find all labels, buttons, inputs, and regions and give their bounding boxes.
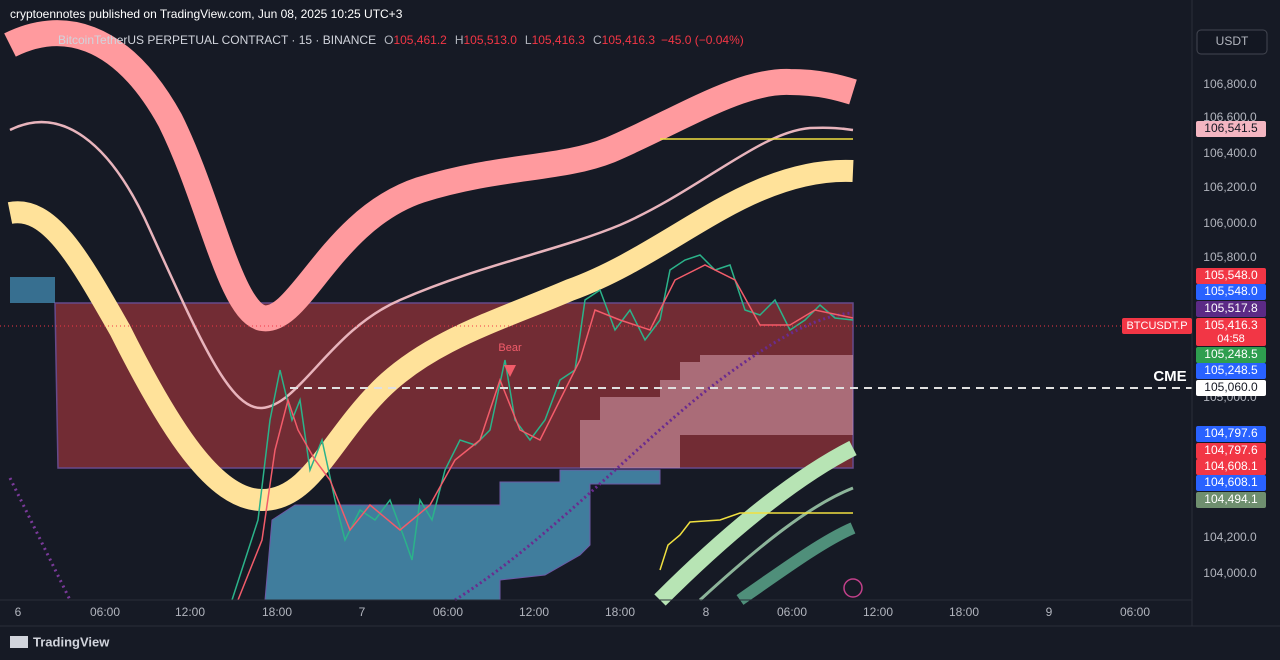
zone-box bbox=[10, 277, 55, 303]
price-label-box bbox=[1196, 363, 1266, 379]
footer-brand: TradingView bbox=[33, 634, 110, 649]
currency-box[interactable] bbox=[1196, 29, 1268, 55]
ohlc-key: H bbox=[455, 33, 464, 47]
band-pink bbox=[4, 20, 857, 332]
price-label: 105,416.3 bbox=[1204, 318, 1258, 332]
price-label-box bbox=[1196, 301, 1266, 317]
price-label-box bbox=[1196, 268, 1266, 284]
ohlc-key: O bbox=[384, 33, 393, 47]
price-label: 104,608.1 bbox=[1204, 475, 1258, 489]
price-label: 105,548.0 bbox=[1204, 268, 1258, 282]
time-tick: 7 bbox=[359, 605, 366, 619]
bear-marker bbox=[504, 365, 516, 377]
price-tick: 105,800.0 bbox=[1203, 250, 1257, 264]
price-tick: 104,200.0 bbox=[1203, 530, 1257, 544]
price-label: 104,494.1 bbox=[1204, 492, 1258, 506]
price-label-box bbox=[1196, 443, 1266, 459]
time-tick: 12:00 bbox=[519, 605, 549, 619]
time-tick: 12:00 bbox=[863, 605, 893, 619]
price-label-box bbox=[1196, 426, 1266, 442]
price-tick: 104,000.0 bbox=[1203, 566, 1257, 580]
ohlc-key: L bbox=[525, 33, 532, 47]
time-tick: 06:00 bbox=[777, 605, 807, 619]
price-label-box bbox=[1196, 459, 1266, 475]
countdown: 04:58 bbox=[1217, 333, 1245, 345]
price-label: 105,248.5 bbox=[1204, 347, 1258, 361]
time-tick: 18:00 bbox=[605, 605, 635, 619]
line-green bbox=[698, 486, 854, 602]
ohlc-key: C bbox=[593, 33, 602, 47]
price-tick: 106,800.0 bbox=[1203, 77, 1257, 91]
price-path-red bbox=[237, 264, 854, 601]
time-tick: 18:00 bbox=[262, 605, 292, 619]
time-tick: 06:00 bbox=[1120, 605, 1150, 619]
price-label: 104,797.6 bbox=[1204, 426, 1258, 440]
price-label-box bbox=[1196, 475, 1266, 491]
price-label-box bbox=[1196, 318, 1266, 346]
change: −45.0 (−0.04%) bbox=[661, 33, 744, 47]
price-label: 104,608.1 bbox=[1204, 459, 1258, 473]
time-tick: 8 bbox=[703, 605, 710, 619]
ohlc-value: 105,416.3 bbox=[532, 33, 586, 47]
price-tick: 106,600.0 bbox=[1203, 110, 1257, 124]
price-label: 104,797.6 bbox=[1204, 443, 1258, 457]
bear-label: Bear bbox=[498, 342, 522, 354]
time-tick: 12:00 bbox=[175, 605, 205, 619]
line-pink bbox=[9, 120, 854, 410]
tv-logo bbox=[10, 636, 28, 648]
price-label-box bbox=[1196, 284, 1266, 300]
symbol-tag-box bbox=[1122, 318, 1192, 334]
ohlc-value: 105,461.2 bbox=[393, 33, 447, 47]
dots-left bbox=[8, 477, 72, 601]
time-tick: 9 bbox=[1046, 605, 1053, 619]
step-line bbox=[659, 512, 853, 571]
symbol-tag: BTCUSDT.P bbox=[1126, 320, 1187, 332]
dots-trend bbox=[454, 311, 854, 602]
legend: BitcoinTetherUS PERPETUAL CONTRACT · 15 … bbox=[58, 33, 744, 47]
time-tick: 06:00 bbox=[433, 605, 463, 619]
price-label: 106,541.5 bbox=[1204, 121, 1258, 135]
price-tick: 106,400.0 bbox=[1203, 146, 1257, 160]
price-label-box bbox=[1196, 492, 1266, 508]
time-tick: 06:00 bbox=[90, 605, 120, 619]
price-tick: 106,200.0 bbox=[1203, 180, 1257, 194]
price-label: 105,060.0 bbox=[1204, 380, 1258, 394]
price-label-box bbox=[1196, 380, 1266, 396]
publish-info: cryptoennotes published on TradingView.c… bbox=[10, 7, 403, 21]
price-tick: 106,000.0 bbox=[1203, 216, 1257, 230]
symbol: BitcoinTetherUS PERPETUAL CONTRACT · 15 … bbox=[58, 33, 376, 47]
time-tick: 6 bbox=[15, 605, 22, 619]
price-label-box bbox=[1196, 121, 1266, 137]
currency[interactable]: USDT bbox=[1216, 34, 1249, 48]
ohlc-value: 105,416.3 bbox=[602, 33, 656, 47]
band-teal bbox=[736, 522, 856, 605]
zone-blue bbox=[264, 469, 661, 601]
price-label: 105,548.0 bbox=[1204, 284, 1258, 298]
price-label-box bbox=[1196, 347, 1266, 363]
alert-icon[interactable] bbox=[843, 578, 863, 598]
cme-label: CME bbox=[1153, 368, 1186, 385]
ohlc-value: 105,513.0 bbox=[464, 33, 518, 47]
time-tick: 18:00 bbox=[949, 605, 979, 619]
price-label: 105,248.5 bbox=[1204, 363, 1258, 377]
price-label: 105,517.8 bbox=[1204, 301, 1258, 315]
band-yellow bbox=[7, 159, 854, 512]
